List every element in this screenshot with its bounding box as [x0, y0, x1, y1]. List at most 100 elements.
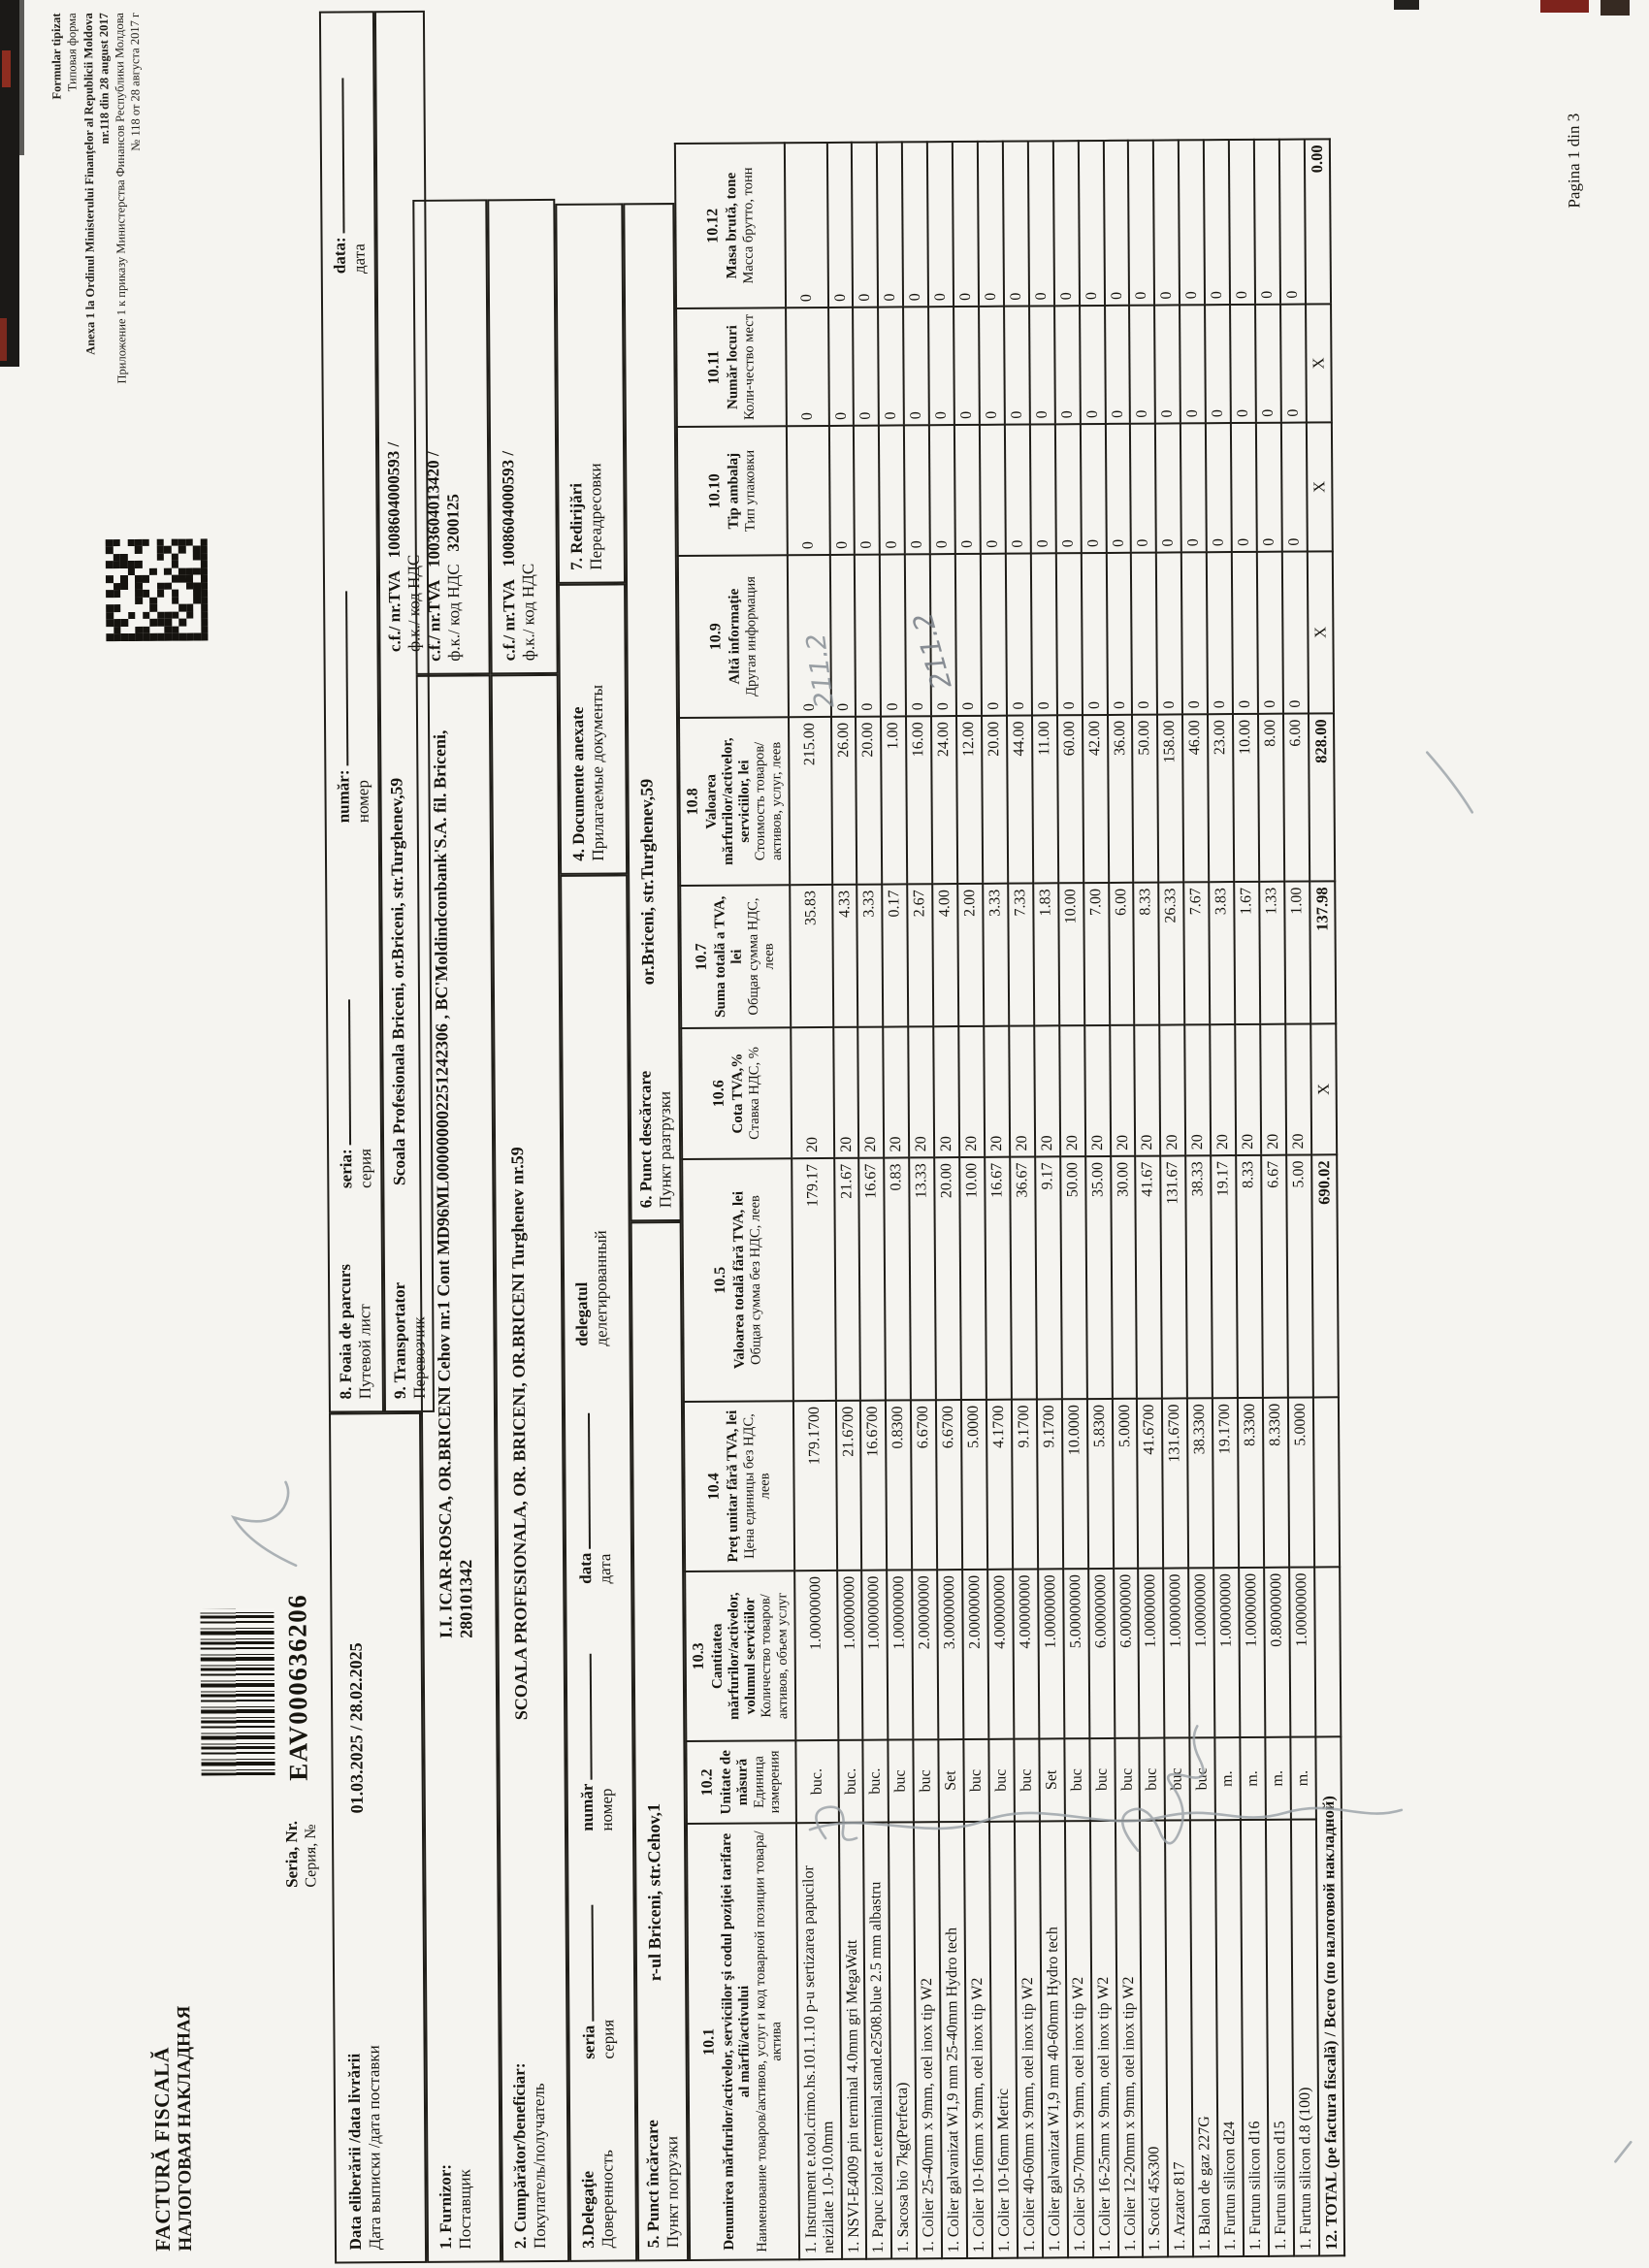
supplier-value: I.I. ICAR-ROSCA, OR.BRICENI Cehov nr.1 C…	[430, 729, 476, 1639]
cell-info: 0	[1281, 551, 1309, 714]
cell-vat_rate: 20	[984, 1025, 1011, 1157]
cell-value: 30.00	[1110, 1155, 1138, 1399]
cell-price: 9.1700	[1036, 1399, 1063, 1570]
cell-unit: buc	[1014, 1738, 1040, 1822]
cell-pack: 0	[979, 424, 1006, 554]
column-header-10.12: 10.12 Masa brută, tone Масса брутто, тонн	[674, 143, 786, 309]
cell-value: 0.83	[884, 1157, 912, 1401]
cell-name: 1. NSVI-E4009 pin terminal 4.0mm gri Meg…	[838, 1822, 867, 2259]
series-number: EAV000636206	[282, 1593, 313, 1781]
cell-value: 10.00	[959, 1156, 986, 1401]
items-table-header: 10.1 Denumirea mărfurilor/activelor, serv…	[674, 143, 799, 2260]
cell-name: 1. Colier 25-40mm x 9mm, otel inox tip W…	[914, 1822, 943, 2259]
cell-pack: 0	[1255, 422, 1282, 552]
cell-price: 6.6700	[911, 1400, 938, 1571]
buyer-label: 2. Cumpărător/beneficiar: Покупатель/пол…	[509, 2062, 550, 2250]
document-title: FACTURĂ FISCALĂ НАЛОГОВАЯ НАКЛАДНАЯ	[149, 2006, 197, 2252]
cell-vat_sum: 7.33	[1008, 883, 1035, 1026]
cell-places: 0	[1205, 305, 1231, 424]
cell-name: 1. Colier galvanizat W1,9 mm 25-40mm Hyd…	[939, 1822, 968, 2259]
cell-name: 1. Furtun silicon d.8 (100)	[1290, 1819, 1319, 2256]
cell-places: 0	[928, 307, 955, 426]
cell-vat_sum: 4.33	[831, 884, 858, 1027]
cell-vat_rate: 20	[883, 1026, 910, 1158]
cell-vat_rate: 20	[1009, 1025, 1035, 1157]
cell-value: 41.67	[1135, 1155, 1163, 1399]
cell-info: 0	[1005, 553, 1032, 716]
column-header-10.4: 10.4 Preţ unitar fără TVA, lei Цена единиц…	[683, 1401, 794, 1572]
cell-name: 1. Colier 10-16mm x 9mm, otel inox tip W…	[964, 1821, 993, 2259]
cell-mass: 0	[1027, 141, 1054, 307]
cell-name: 1. Arzator 817	[1165, 1820, 1194, 2257]
cell-unit: Set	[1039, 1738, 1065, 1822]
cell-price: 41.6700	[1137, 1398, 1164, 1569]
series-barcode	[200, 1607, 275, 1776]
cell-pack: 0	[1080, 423, 1107, 554]
cell-name: 1. Papuc izolat e.terminal.stand.e2508.b…	[863, 1822, 892, 2259]
cell-vat_rate: 20	[908, 1026, 935, 1158]
cell-places: 0	[1129, 305, 1156, 424]
total-cell-vat_sum: 137.98	[1309, 881, 1337, 1024]
cell-price: 16.6700	[860, 1400, 888, 1571]
cell-qty: 1.00000000	[1188, 1568, 1215, 1738]
cell-total: 42.00	[1082, 714, 1109, 884]
cell-pack: 0	[904, 425, 931, 555]
cell-value: 6.67	[1261, 1154, 1288, 1398]
series-label: Seria, Nr. Серия, №	[281, 1821, 320, 1888]
cell-qty: 1.00000000	[1037, 1569, 1065, 1739]
cell-places: 0	[853, 307, 880, 426]
cell-unit: buc	[988, 1738, 1015, 1822]
date-label: Data eliberării /data livrării Дата выпи…	[344, 2045, 385, 2251]
cell-places: 0	[1079, 305, 1106, 425]
cell-vat_sum: 3.83	[1209, 882, 1236, 1025]
cell-info: 0	[1081, 552, 1108, 716]
cell-name: 1. Colier 12-20mm x 9mm, otel inox tip W…	[1115, 1820, 1144, 2257]
cell-pack: 0	[1029, 424, 1056, 554]
cell-value: 36.67	[1010, 1156, 1037, 1400]
column-header-10.10: 10.10 Tip ambalaj Тип упаковки	[676, 426, 788, 557]
waybill-numar: număr: номер	[331, 535, 373, 823]
cell-vat_sum: 2.67	[907, 884, 934, 1027]
cell-vat_sum: 1.00	[1284, 881, 1311, 1024]
cell-qty: 1.00000000	[1163, 1568, 1190, 1738]
cell-pack: 0	[1130, 423, 1157, 553]
cell-total: 24.00	[931, 716, 958, 885]
cell-info: 0	[1231, 551, 1258, 715]
cell-unit: Set	[938, 1739, 965, 1823]
waybill-label: 8. Foaia de parcurs Путевой лист	[335, 1263, 374, 1400]
items-table: 10.1 Denumirea mărfurilor/activelor, serv…	[674, 138, 1345, 2261]
cell-info: 0	[980, 553, 1007, 716]
cell-price: 38.3300	[1187, 1398, 1214, 1569]
cell-qty: 1.00000000	[836, 1570, 863, 1740]
cell-total: 10.00	[1233, 713, 1260, 883]
cell-places: 0	[1053, 306, 1081, 425]
cell-mass: 0	[927, 142, 954, 308]
cell-info: 0	[1156, 552, 1183, 715]
cell-info: 0	[1055, 553, 1083, 716]
total-cell-vat_rate: X	[1310, 1023, 1338, 1155]
cell-vat_sum: 6.00	[1108, 882, 1135, 1025]
cell-pack: 0	[1206, 423, 1232, 553]
cell-value: 35.00	[1084, 1155, 1113, 1400]
cell-total: 60.00	[1056, 715, 1083, 884]
cell-mass: 0	[784, 142, 828, 308]
cell-qty: 2.00000000	[912, 1570, 939, 1740]
cell-qty: 6.00000000	[1087, 1568, 1115, 1739]
cell-unit: buc	[888, 1739, 915, 1823]
cell-price: 179.1700	[792, 1400, 837, 1571]
cell-vat_rate: 20	[1285, 1023, 1311, 1155]
column-header-10.7: 10.7 Suma totală a TVA, lei Общая сумма НД…	[680, 885, 791, 1029]
cell-mass: 0	[1128, 140, 1155, 306]
cell-vat_sum: 3.33	[857, 884, 884, 1027]
cell-price: 131.6700	[1162, 1398, 1189, 1569]
cell-price: 8.3300	[1262, 1397, 1290, 1568]
cell-vat_sum: 2.00	[957, 883, 985, 1027]
cell-value: 16.67	[858, 1157, 887, 1401]
cell-total: 46.00	[1182, 714, 1210, 883]
cell-mass: 0	[1278, 139, 1306, 305]
pencil-checkmark	[230, 1480, 298, 1568]
cell-total: 11.00	[1031, 715, 1058, 884]
cell-places: 0	[954, 306, 980, 426]
cell-vat_rate: 20	[1083, 1024, 1111, 1157]
cell-total: 20.00	[856, 716, 883, 885]
